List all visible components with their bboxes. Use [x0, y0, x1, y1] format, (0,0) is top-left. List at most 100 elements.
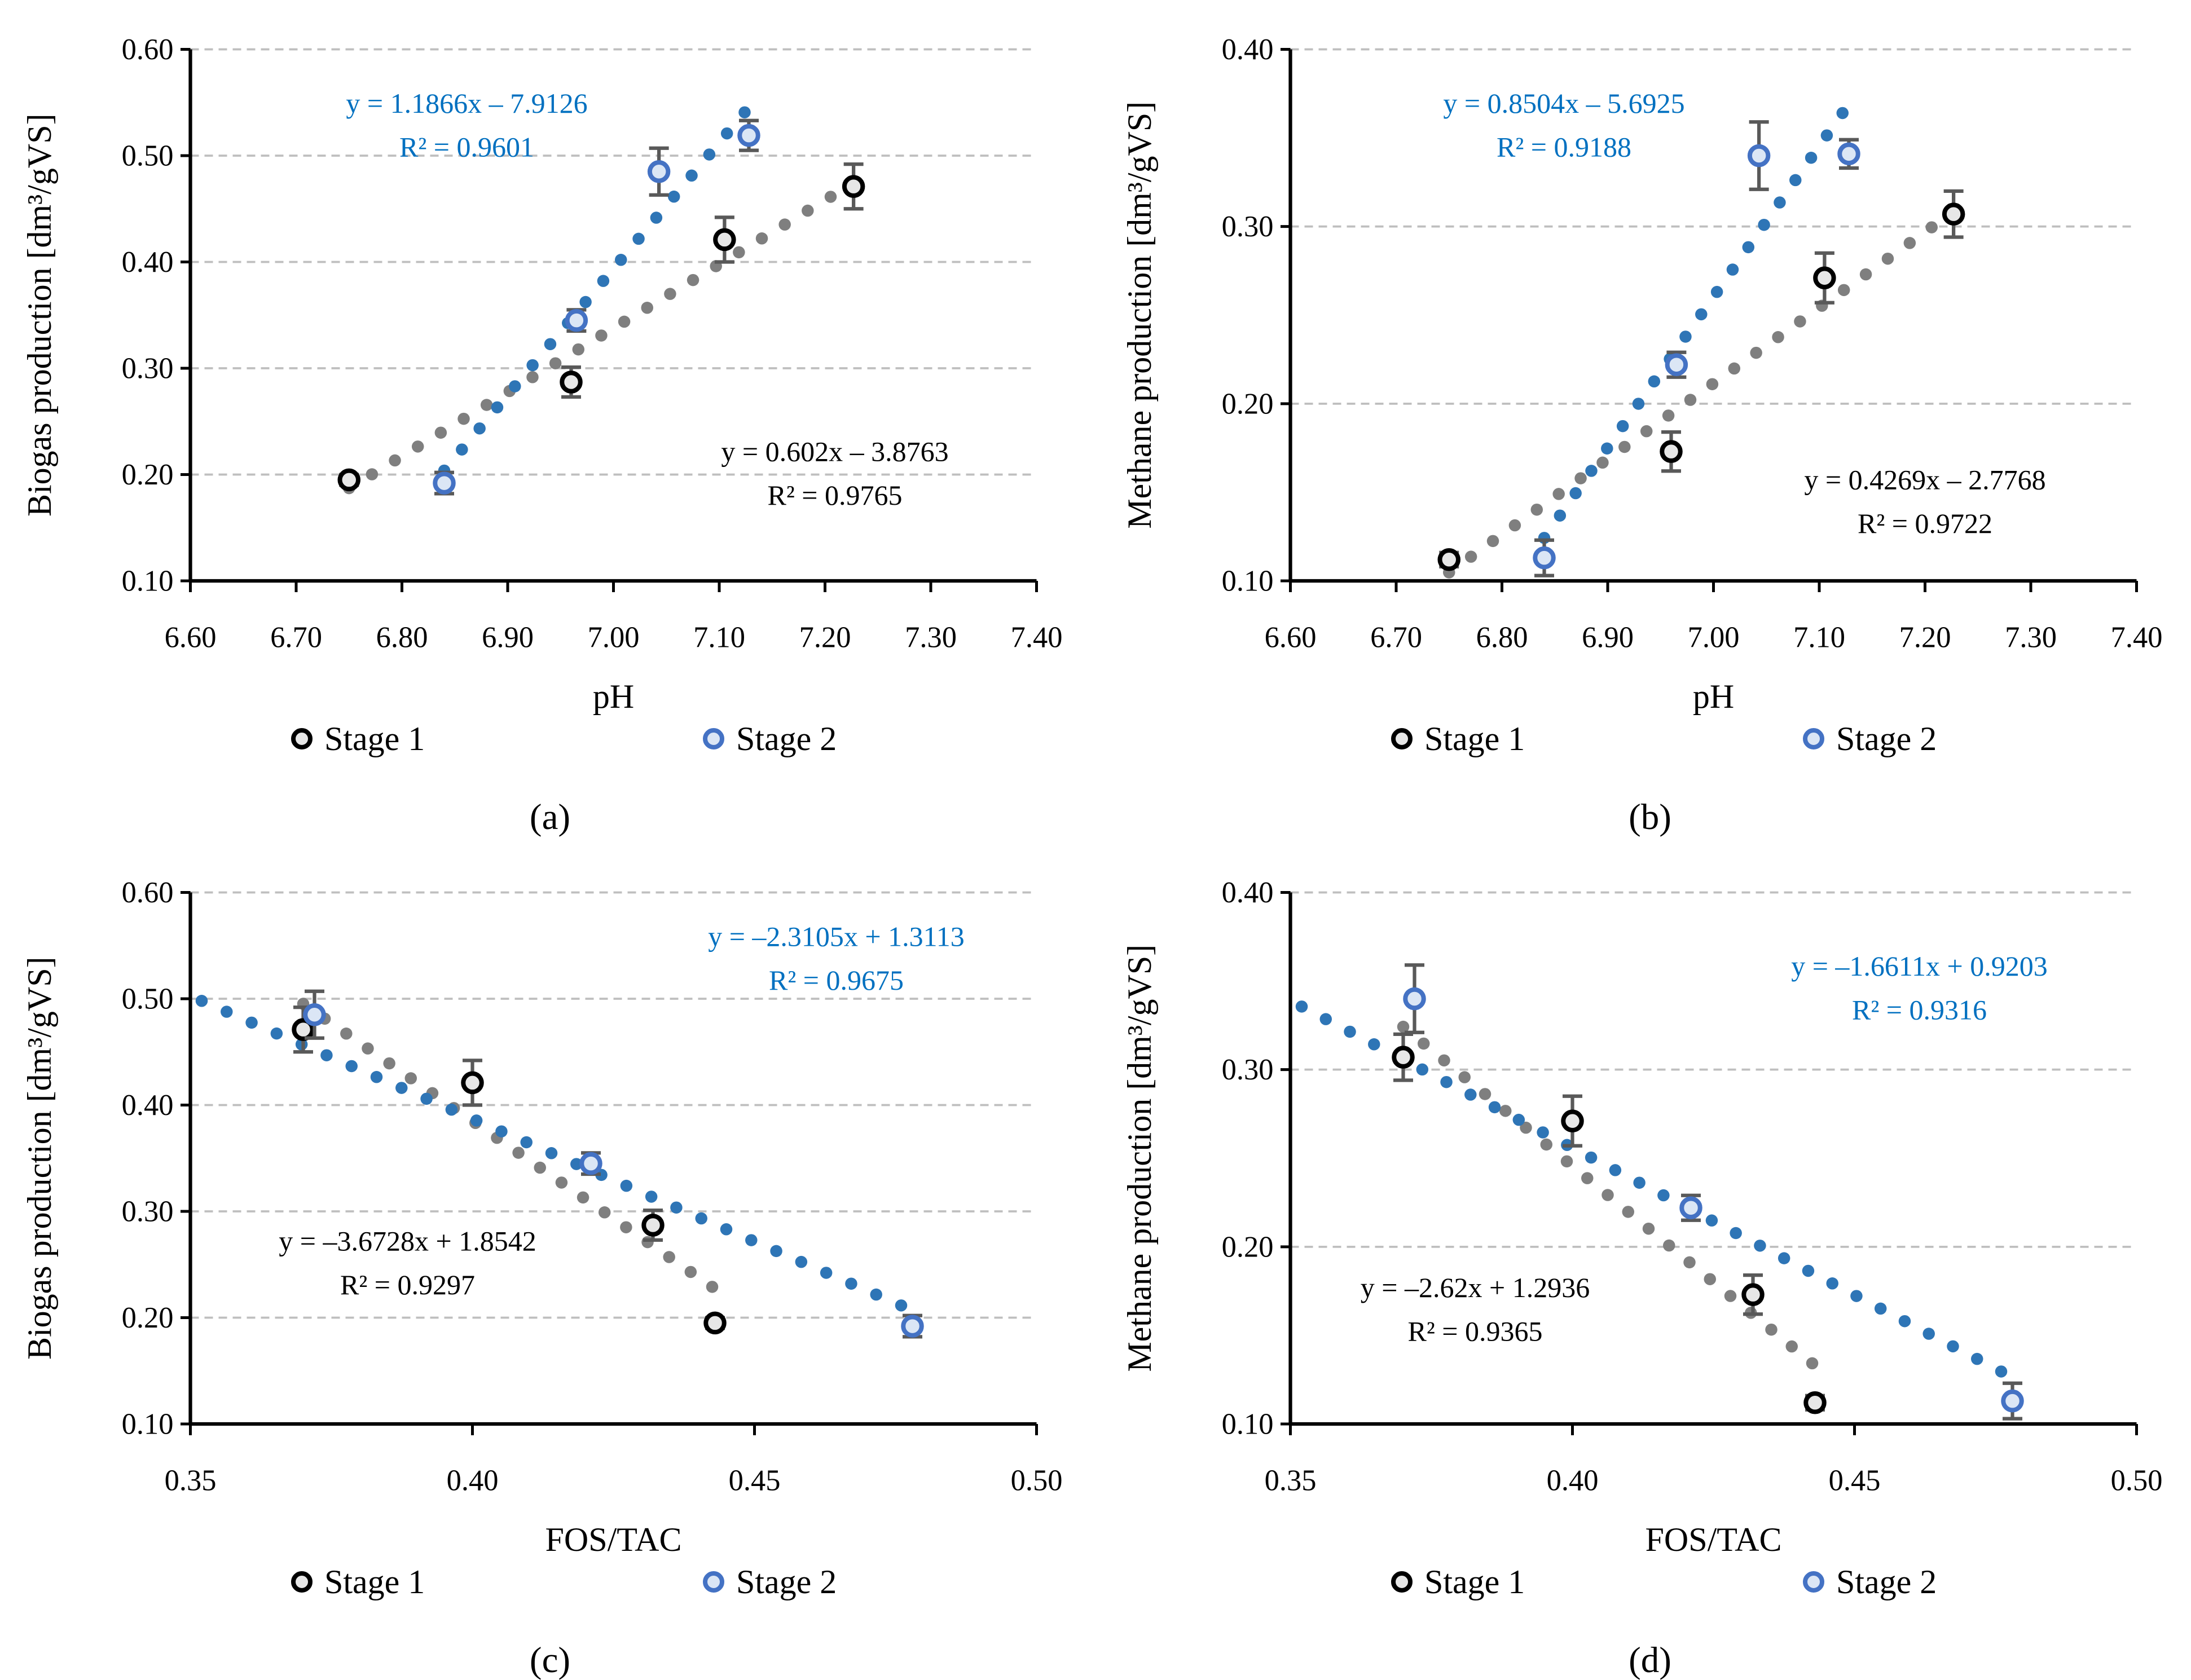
trendline-dot — [1726, 263, 1739, 276]
trendline-dot — [1947, 1340, 1959, 1353]
x-axis-title: pH — [1693, 678, 1734, 715]
trendline-dot — [1488, 1101, 1501, 1114]
trendline-dot — [389, 454, 401, 467]
stage1-point — [1392, 1046, 1415, 1069]
chart-panel-a: 0.10 0.20 0.30 0.40 0.50 0.60 6.60 6.70 6.80 6.90… — [21, 33, 1062, 837]
y-tick-label: 0.20 — [122, 1302, 174, 1334]
trendline-dot — [1458, 1071, 1471, 1083]
stage2-point — [1747, 144, 1771, 167]
trendline-dot — [520, 1136, 533, 1149]
trendline-dot — [1898, 1315, 1911, 1328]
x-tick-label: 7.10 — [693, 621, 745, 654]
r-squared-label: R² = 0.9765 — [767, 479, 902, 511]
trendline-dot — [1560, 1155, 1573, 1168]
trendline-dot — [1537, 1126, 1549, 1139]
trendline-dot — [1622, 1206, 1635, 1218]
stage2-point — [1403, 987, 1426, 1011]
trendline-dot — [1520, 1121, 1532, 1134]
x-tick-label: 0.35 — [1265, 1465, 1317, 1497]
y-tick-label: 0.40 — [122, 1089, 174, 1122]
trendline-dot — [570, 1158, 583, 1170]
trendline-dot — [1319, 1013, 1332, 1025]
y-axis-title: Methane production [dm³/gVS] — [1121, 945, 1158, 1372]
trendline-dot — [340, 1028, 353, 1040]
stage2-point — [1837, 142, 1860, 166]
trendline-dot — [1640, 425, 1653, 438]
trendline-dot — [795, 1255, 808, 1268]
trendline-dot — [1750, 346, 1762, 359]
y-tick-label: 0.20 — [1222, 1231, 1274, 1263]
trendline-equation: y = –3.6728x + 1.8542 — [279, 1225, 536, 1257]
y-tick-label: 0.10 — [122, 1408, 174, 1441]
y-tick-label: 0.30 — [122, 352, 174, 385]
trendline-dot — [1601, 442, 1613, 455]
legend-marker-1 — [291, 728, 313, 750]
legend-label-1: Stage 1 — [324, 1563, 425, 1600]
trendline-dot — [1705, 1214, 1718, 1227]
trendline-dot — [1695, 308, 1708, 321]
trendline-dot — [1648, 375, 1661, 388]
trendline-dot — [703, 148, 716, 161]
y-tick-label: 0.50 — [122, 140, 174, 173]
trendline-dot — [1574, 472, 1587, 484]
stage1-point — [1561, 1109, 1584, 1133]
trendline-dot — [1970, 1352, 1983, 1365]
trendline-dot — [1684, 394, 1697, 406]
stage2-point — [565, 308, 588, 332]
x-tick-label: 7.20 — [799, 621, 851, 654]
x-tick-label: 6.90 — [1582, 621, 1634, 654]
trendline-dot — [1479, 1088, 1492, 1100]
trendline-dot — [614, 254, 627, 266]
trendline-dot — [195, 995, 208, 1007]
stage2-point — [2001, 1389, 2024, 1413]
trendline-dot — [1486, 535, 1499, 548]
y-axis-title: Biogas production [dm³/gVS] — [21, 113, 58, 517]
stage2-point — [1533, 546, 1556, 570]
trendline-dot — [370, 1071, 383, 1083]
trendline-dot — [1295, 1000, 1308, 1013]
trendline-dot — [411, 440, 424, 453]
y-tick-label: 0.40 — [1222, 876, 1274, 909]
y-tick-label: 0.30 — [1222, 1053, 1274, 1086]
trendline-equation: y = –1.6611x + 0.9203 — [1791, 950, 2048, 982]
stage2-trendline — [1295, 1000, 2008, 1378]
trendline-dot — [1464, 550, 1477, 563]
trendline-dot — [545, 1147, 558, 1159]
stage2-trendline — [438, 106, 751, 477]
trendline-dot — [366, 468, 379, 480]
x-tick-label: 6.60 — [1265, 621, 1317, 654]
y-tick-label: 0.10 — [1222, 565, 1274, 598]
x-tick-label: 7.30 — [905, 621, 957, 654]
stage2-point — [1679, 1196, 1702, 1219]
trendline-dot — [1826, 1277, 1838, 1290]
trendline-dot — [1662, 409, 1675, 422]
x-tick-label: 0.45 — [729, 1465, 781, 1497]
x-tick-label: 6.90 — [482, 621, 534, 654]
trendline-dot — [1704, 1273, 1717, 1285]
trendline-dot — [770, 1245, 782, 1258]
stage2-point — [901, 1315, 924, 1338]
r-squared-label: R² = 0.9601 — [399, 131, 534, 163]
trendline-dot — [1806, 1357, 1819, 1370]
trendline-dot — [1632, 398, 1645, 410]
trendline-dot — [1836, 107, 1849, 120]
trendline-dot — [1508, 519, 1521, 532]
trendline-dot — [870, 1288, 882, 1301]
trendline-dot — [1569, 487, 1582, 500]
trendline-dot — [618, 315, 631, 328]
trendline-dot — [1540, 1138, 1553, 1151]
legend-label-1: Stage 1 — [324, 720, 425, 757]
trendline-dot — [1616, 420, 1629, 433]
x-tick-label: 6.80 — [376, 621, 428, 654]
stage1-point — [1942, 202, 1965, 226]
legend-marker-2 — [1803, 1571, 1825, 1593]
trendline-dot — [598, 1206, 611, 1219]
trendline-dot — [1663, 1239, 1675, 1252]
trendline-dot — [1581, 1172, 1594, 1184]
trendline-dot — [663, 1251, 675, 1263]
trendline-dot — [1728, 362, 1741, 375]
y-tick-label: 0.30 — [1222, 210, 1274, 243]
trendline-dot — [650, 211, 663, 224]
x-tick-label: 7.10 — [1793, 621, 1845, 654]
trendline-dot — [1903, 237, 1916, 249]
